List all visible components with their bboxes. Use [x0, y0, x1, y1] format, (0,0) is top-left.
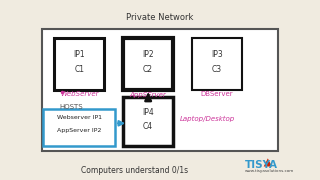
Text: Webserver IP1: Webserver IP1 — [57, 115, 102, 120]
Text: AppServer IP2: AppServer IP2 — [57, 128, 101, 133]
Text: DBServer: DBServer — [201, 91, 233, 98]
Text: IP3: IP3 — [211, 50, 223, 59]
Text: C1: C1 — [74, 65, 84, 74]
Text: C3: C3 — [212, 65, 222, 74]
Text: Laptop/Desktop: Laptop/Desktop — [180, 116, 235, 122]
Text: IP1: IP1 — [73, 50, 85, 59]
Text: www.tisyasolutions.com: www.tisyasolutions.com — [245, 169, 294, 173]
Text: Computers understand 0/1s: Computers understand 0/1s — [81, 166, 188, 175]
Text: C4: C4 — [143, 122, 153, 131]
Text: C2: C2 — [143, 65, 153, 74]
Bar — [123, 97, 173, 146]
Bar — [42, 29, 278, 151]
Bar — [192, 38, 242, 90]
Bar — [123, 38, 173, 90]
Text: AppSErver: AppSErver — [130, 91, 166, 98]
Bar — [54, 38, 104, 90]
Text: WebServer: WebServer — [60, 91, 99, 98]
Text: IP4: IP4 — [142, 108, 154, 117]
Text: IP2: IP2 — [142, 50, 154, 59]
Text: HOSTS: HOSTS — [59, 104, 83, 110]
Bar — [43, 109, 115, 146]
Polygon shape — [264, 158, 272, 166]
Text: Private Network: Private Network — [126, 14, 194, 22]
Text: TISYA: TISYA — [245, 160, 278, 170]
